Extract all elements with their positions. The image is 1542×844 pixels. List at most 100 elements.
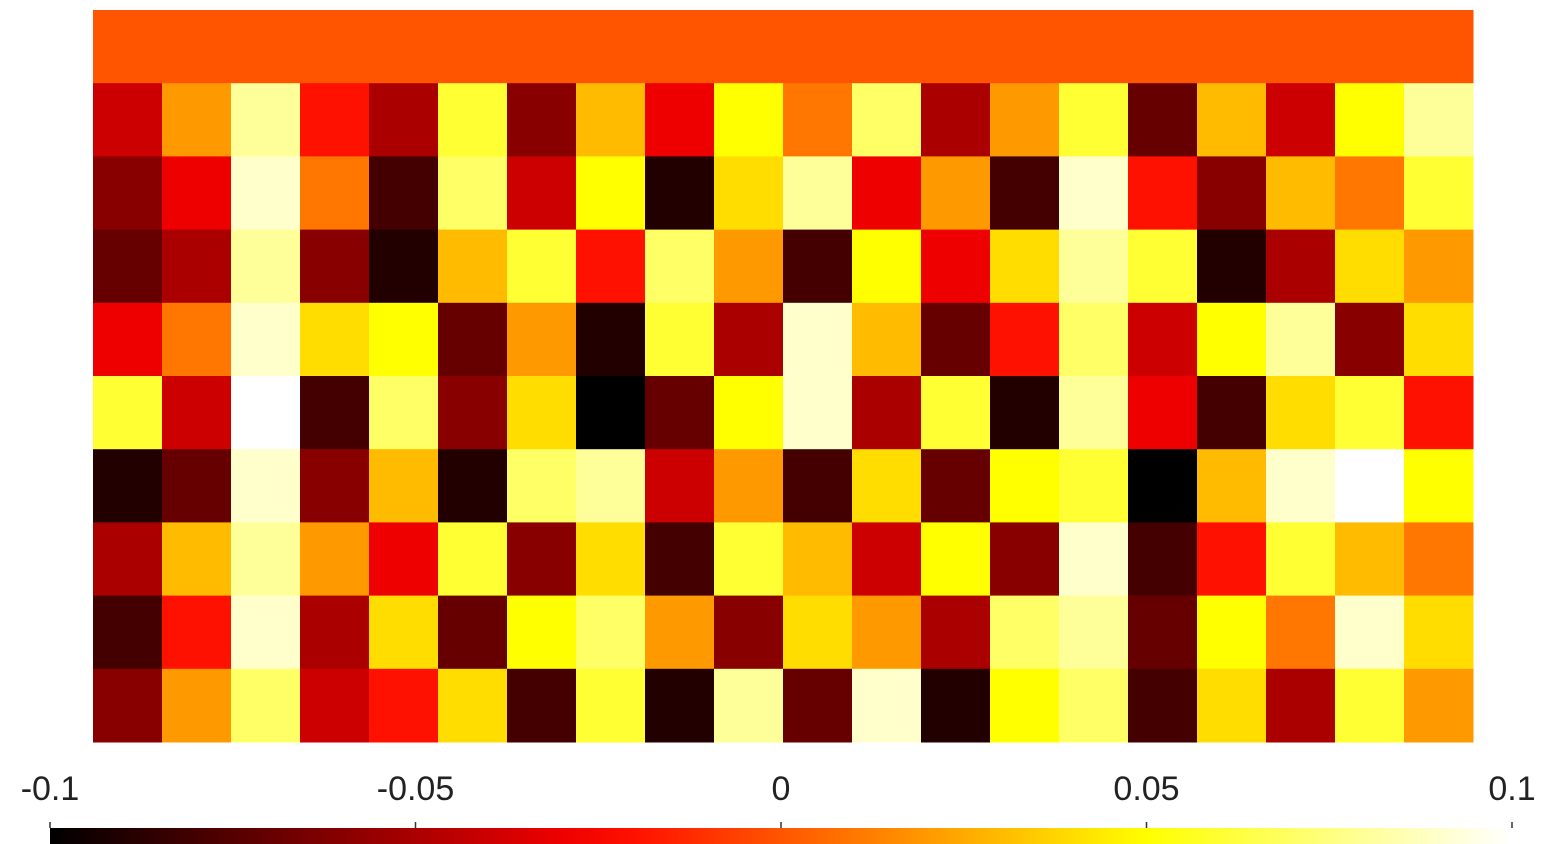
heatmap-cell	[1197, 449, 1267, 523]
heatmap-cell	[576, 449, 646, 523]
heatmap-cell	[1266, 10, 1336, 84]
heatmap-cell	[1404, 376, 1474, 450]
heatmap-cell	[990, 376, 1060, 450]
heatmap-cell	[921, 449, 991, 523]
heatmap-cell	[783, 229, 853, 304]
heatmap-cell	[1266, 449, 1336, 523]
heatmap-cell	[438, 595, 508, 670]
heatmap-cell	[990, 302, 1060, 377]
heatmap-cell	[93, 229, 163, 304]
heatmap-cell	[1404, 522, 1474, 597]
heatmap-cell	[369, 376, 439, 450]
heatmap-cell	[1335, 10, 1405, 84]
heatmap-cell	[1197, 376, 1267, 450]
heatmap-cell	[783, 83, 853, 157]
heatmap-cell	[852, 302, 922, 377]
heatmap-cell	[645, 595, 715, 670]
heatmap-cell	[1335, 522, 1405, 597]
heatmap-cell	[1335, 449, 1405, 523]
heatmap-cell	[1059, 522, 1129, 597]
heatmap-cell	[438, 10, 508, 84]
heatmap-cell	[231, 10, 301, 84]
heatmap-cell	[852, 229, 922, 304]
heatmap-cell	[162, 10, 232, 84]
heatmap-cell	[990, 156, 1060, 231]
colorbar-tick-label: 0.1	[1488, 770, 1535, 808]
heatmap-cell	[300, 595, 370, 670]
heatmap-cell	[1128, 229, 1198, 304]
heatmap-cell	[852, 83, 922, 157]
heatmap-cell	[576, 376, 646, 450]
heatmap-cell	[438, 229, 508, 304]
heatmap-cell	[507, 83, 577, 157]
heatmap-cell	[645, 376, 715, 450]
heatmap-cell	[162, 668, 232, 743]
heatmap-cell	[714, 668, 784, 743]
heatmap-cell	[507, 376, 577, 450]
heatmap-cell	[1266, 595, 1336, 670]
heatmap-cell	[1266, 668, 1336, 743]
heatmap-cell	[1404, 302, 1474, 377]
heatmap-cell	[1335, 302, 1405, 377]
heatmap-cell	[231, 229, 301, 304]
heatmap-cell	[714, 376, 784, 450]
heatmap-cell	[438, 376, 508, 450]
heatmap-cell	[714, 83, 784, 157]
heatmap-cell	[93, 522, 163, 597]
heatmap-cell	[93, 595, 163, 670]
colorbar-tick-label: 0.05	[1113, 770, 1179, 808]
heatmap-cell	[1128, 668, 1198, 743]
heatmap-cell	[1197, 229, 1267, 304]
heatmap-cell	[1404, 83, 1474, 157]
heatmap-cell	[990, 668, 1060, 743]
heatmap-cell	[576, 668, 646, 743]
heatmap-cell	[438, 668, 508, 743]
heatmap-cell	[645, 229, 715, 304]
heatmap-cell	[1059, 10, 1129, 84]
heatmap-cell	[1335, 83, 1405, 157]
heatmap-cell	[714, 229, 784, 304]
heatmap-cell	[714, 595, 784, 670]
heatmap-cell	[1404, 449, 1474, 523]
heatmap-cell	[1059, 229, 1129, 304]
heatmap-cell	[507, 156, 577, 231]
heatmap-cell	[162, 376, 232, 450]
heatmap-cell	[1059, 376, 1129, 450]
heatmap-cell	[714, 302, 784, 377]
heatmap-cell	[576, 302, 646, 377]
heatmap-cell	[300, 229, 370, 304]
heatmap-cell	[1404, 156, 1474, 231]
heatmap-cell	[921, 668, 991, 743]
heatmap-cell	[714, 449, 784, 523]
heatmap-cell	[783, 449, 853, 523]
colorbar-tick-label: -0.1	[21, 770, 80, 808]
heatmap-cell	[162, 595, 232, 670]
heatmap-cell	[438, 302, 508, 377]
heatmap-cell	[1197, 302, 1267, 377]
heatmap-cell	[852, 449, 922, 523]
heatmap-cell	[300, 83, 370, 157]
heatmap-cell	[1266, 229, 1336, 304]
heatmap-cell	[1059, 668, 1129, 743]
heatmap-cell	[990, 522, 1060, 597]
heatmap-cell	[300, 10, 370, 84]
heatmap-cell	[231, 449, 301, 523]
heatmap-cell	[645, 10, 715, 84]
heatmap-cell	[576, 156, 646, 231]
heatmap-cell	[921, 156, 991, 231]
heatmap-cell	[300, 522, 370, 597]
heatmap-cell	[1404, 10, 1474, 84]
heatmap-cell	[231, 668, 301, 743]
heatmap-cell	[300, 302, 370, 377]
heatmap-cell	[852, 10, 922, 84]
heatmap-cell	[990, 83, 1060, 157]
heatmap-cell	[1197, 668, 1267, 743]
heatmap-cell	[93, 376, 163, 450]
heatmap-cell	[783, 376, 853, 450]
heatmap-cell	[714, 10, 784, 84]
heatmap-cell	[369, 83, 439, 157]
heatmap-cell	[369, 10, 439, 84]
heatmap-cell	[921, 83, 991, 157]
heatmap-cell	[1128, 10, 1198, 84]
heatmap-cell	[1128, 449, 1198, 523]
